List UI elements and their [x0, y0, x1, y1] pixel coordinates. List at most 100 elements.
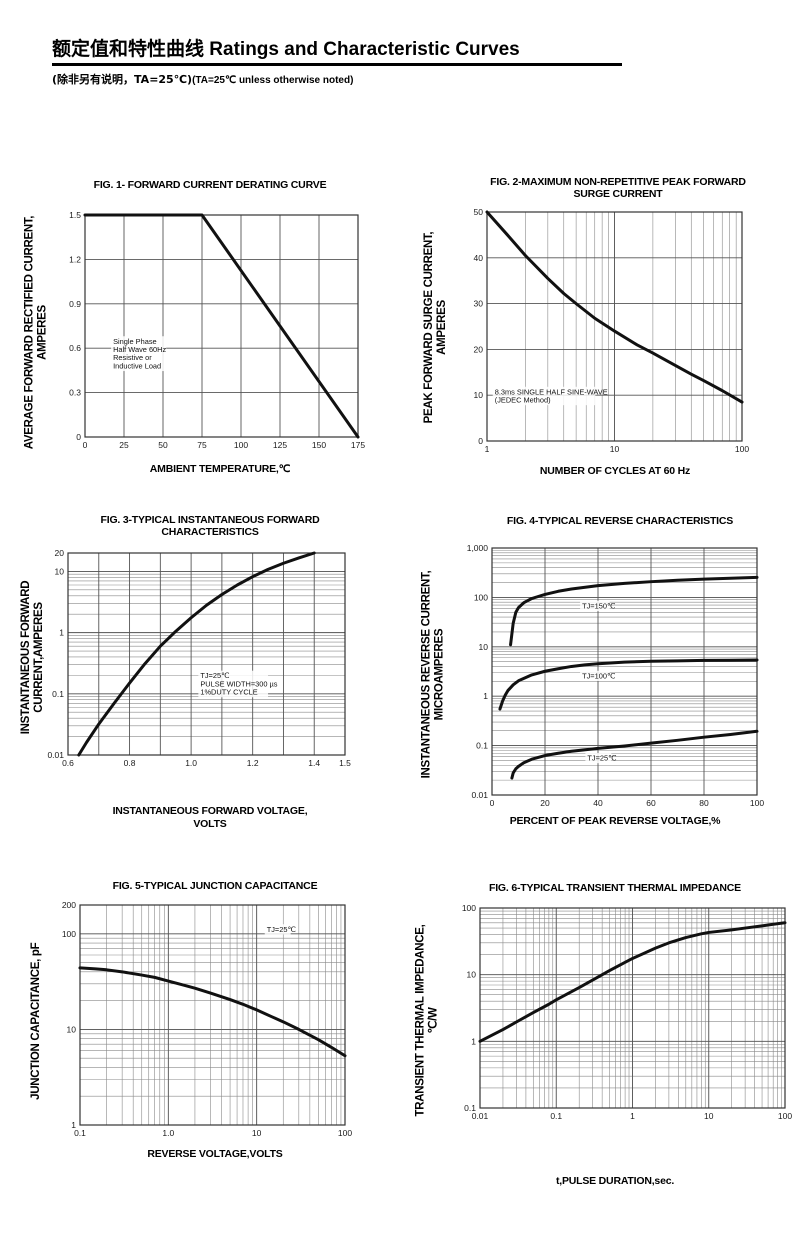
x-tick-label: 0: [490, 798, 495, 808]
data-curve: [478, 921, 787, 1043]
x-tick-label: 100: [750, 798, 764, 808]
annotation-line: Half Wave 60Hz: [113, 345, 166, 354]
page-subtitle: (除非另有说明，TA=25℃)(TA=25℃ unless otherwise …: [52, 71, 764, 87]
page-subtitle-cn: (除非另有说明，TA=25℃): [52, 73, 193, 86]
figure-title: FIG. 5-TYPICAL JUNCTION CAPACITANCE: [112, 880, 318, 892]
y-tick-label: 0.1: [476, 741, 488, 751]
figure-fig5: FIG. 5-TYPICAL JUNCTION CAPACITANCE JUNCT…: [10, 870, 395, 1210]
gridlines: [479, 907, 786, 1109]
annotation-line: PULSE WIDTH=300 µs: [200, 679, 277, 688]
figure-title: FIG. 1- FORWARD CURRENT DERATING CURVE: [93, 179, 327, 191]
x-tick-label: 1: [485, 444, 490, 454]
y-tick-label: 1.5: [69, 210, 81, 220]
y-tick-label: 100: [462, 903, 476, 913]
annotation-line: 8.3ms SINGLE HALF SINE-WAVE: [495, 387, 608, 396]
y-tick-label: 20: [55, 548, 65, 558]
x-tick-label: 10: [704, 1111, 714, 1121]
y-tick-label: 1: [59, 628, 64, 638]
y-tick-label: 0.6: [69, 343, 81, 353]
page-title-cn: 额定值和特性曲线: [52, 38, 205, 60]
x-tick-label: 125: [273, 440, 287, 450]
x-tick-label: 100: [338, 1128, 352, 1138]
tick-labels: 0.6 0.8 1.0 1.2 1.4 1.5 0.01 0.1 1 10 20: [47, 548, 351, 768]
y-tick-label: 0.9: [69, 299, 81, 309]
x-tick-label: 60: [646, 798, 656, 808]
title-divider: [52, 63, 622, 66]
x-tick-label: 175: [351, 440, 365, 450]
plot-frame: [67, 552, 346, 756]
data-curve: [498, 658, 759, 711]
plot-frame: [84, 214, 359, 438]
figure-title: FIG. 4-TYPICAL REVERSE CHARACTERISTICS: [506, 515, 734, 527]
tick-labels: 0.1 1.0 10 100 1 10 100 200: [62, 900, 353, 1138]
plot-area: 1 10 100 0 10 20 30 40 50 8.3ms SINGLE HALF SINE-…: [474, 207, 750, 454]
y-tick-label: 0.3: [69, 388, 81, 398]
figure-fig4: FIG. 4-TYPICAL REVERSE CHARACTERISTICS IN…: [405, 500, 795, 860]
y-tick-label: 10: [467, 970, 477, 980]
annotation-line: Single Phase: [113, 337, 157, 346]
page-title: 额定值和特性曲线 Ratings and Characteristic Curv…: [52, 34, 764, 61]
data-curve: [78, 966, 347, 1058]
y-tick-label: 1: [483, 691, 488, 701]
plot-frame: [479, 907, 786, 1109]
figure-fig6: FIG. 6-TYPICAL TRANSIENT THERMAL IMPEDAN…: [405, 870, 795, 1210]
gridlines: [486, 211, 743, 442]
data-curve: [510, 729, 759, 780]
figure-fig3: FIG. 3-TYPICAL INSTANTANEOUS FORWARD CHAR…: [10, 500, 395, 860]
y-tick-label: 1,000: [467, 543, 489, 553]
x-tick-label: 10: [610, 444, 620, 454]
x-tick-label: 100: [735, 444, 749, 454]
y-tick-label: 10: [67, 1024, 77, 1034]
x-tick-label: 75: [197, 440, 207, 450]
x-tick-label: 10: [252, 1128, 262, 1138]
page-title-en: Ratings and Characteristic Curves: [209, 39, 520, 60]
annotation-line: 1%DUTY CYCLE: [200, 688, 257, 697]
annotation-line: TJ=150℃: [582, 601, 615, 610]
x-tick-label: 80: [699, 798, 709, 808]
annotation-line: Resistive or: [113, 353, 152, 362]
y-tick-label: 20: [474, 344, 484, 354]
x-tick-label: 1.0: [162, 1128, 174, 1138]
data-curve: [509, 575, 759, 647]
x-tick-label: 40: [593, 798, 603, 808]
annotation-line: Inductive Load: [113, 361, 161, 370]
x-tick-label: 0.6: [62, 758, 74, 768]
y-tick-label: 200: [62, 900, 76, 910]
y-tick-label: 1: [71, 1120, 76, 1130]
x-tick-label: 0.8: [124, 758, 136, 768]
y-tick-label: 100: [474, 592, 488, 602]
y-tick-label: 0.1: [52, 689, 64, 699]
annotation-line: TJ=25℃: [267, 925, 296, 934]
y-tick-label: 50: [474, 207, 484, 217]
data-curve: [77, 551, 316, 757]
tick-labels: 1 10 100 0 10 20 30 40 50: [474, 207, 750, 454]
x-tick-label: 100: [234, 440, 248, 450]
plot-frame: [486, 211, 743, 442]
data-curve: [83, 213, 360, 439]
x-tick-label: 1: [630, 1111, 635, 1121]
annotation-line: TJ=100℃: [582, 671, 615, 680]
x-tick-label: 0.1: [550, 1111, 562, 1121]
chart-annotation: TJ=25℃: [264, 924, 296, 935]
y-tick-label: 30: [474, 299, 484, 309]
y-tick-label: 0.01: [47, 750, 64, 760]
y-tick-label: 0: [76, 432, 81, 442]
gridlines: [84, 214, 359, 438]
chart-annotation: TJ=150℃: [580, 600, 615, 612]
annotation-line: TJ=25℃: [200, 671, 229, 680]
x-tick-label: 1.2: [247, 758, 259, 768]
plot-area: 0 25 50 75 100 125 150 175 0 0.3 0.6 0.9 1.2 1.5 Singl…: [69, 210, 365, 450]
annotation-line: TJ=25℃: [587, 753, 616, 762]
figure-fig1: FIG. 1- FORWARD CURRENT DERATING CURVE AV…: [10, 135, 395, 490]
x-tick-label: 1.5: [339, 758, 351, 768]
x-axis-label: REVERSE VOLTAGE,VOLTS: [147, 1148, 283, 1160]
figure-title: FIG. 6-TYPICAL TRANSIENT THERMAL IMPEDAN…: [489, 882, 741, 894]
tick-labels: 0 20 40 60 80 100 0.01 0.1 1 10 100 1,000: [467, 543, 765, 808]
y-tick-label: 10: [474, 390, 484, 400]
page-header: 额定值和特性曲线 Ratings and Characteristic Curv…: [52, 34, 764, 87]
x-tick-label: 20: [540, 798, 550, 808]
plot-area: 0.6 0.8 1.0 1.2 1.4 1.5 0.01 0.1 1 10 20 TJ=25℃PULS…: [47, 548, 351, 768]
y-tick-label: 40: [474, 253, 484, 263]
plot-area: 0.1 1.0 10 100 1 10 100 200 TJ=25℃: [62, 900, 353, 1138]
